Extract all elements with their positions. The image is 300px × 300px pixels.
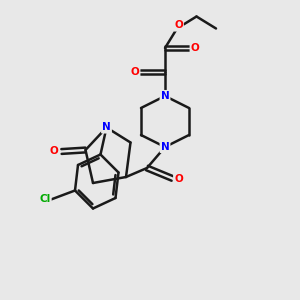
- Text: N: N: [102, 122, 111, 133]
- Text: O: O: [174, 20, 183, 31]
- Text: N: N: [160, 91, 169, 101]
- Text: N: N: [160, 142, 169, 152]
- Text: O: O: [50, 146, 58, 157]
- Text: O: O: [130, 67, 140, 77]
- Text: O: O: [190, 43, 200, 53]
- Text: O: O: [174, 173, 183, 184]
- Text: Cl: Cl: [39, 194, 51, 205]
